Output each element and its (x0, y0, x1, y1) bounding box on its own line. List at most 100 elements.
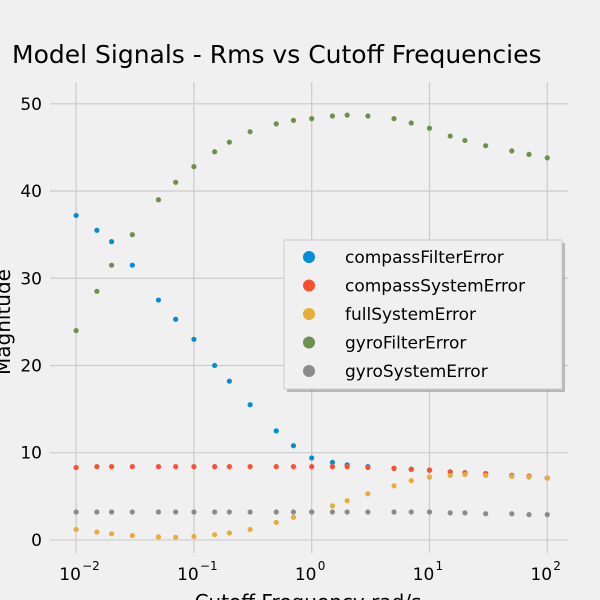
data-point (329, 509, 336, 515)
x-tick-exponent: −2 (82, 559, 100, 573)
data-point (509, 511, 515, 517)
legend-label: fullSystemError (345, 305, 476, 325)
data-point (309, 116, 315, 122)
data-point (273, 428, 279, 434)
x-tick-label: 10 (413, 565, 435, 585)
data-point (483, 143, 489, 149)
data-point (94, 464, 100, 470)
series-gyroSystemError (73, 509, 550, 518)
data-point (329, 113, 336, 119)
legend-marker (303, 251, 315, 263)
x-tick-exponent: 2 (553, 559, 561, 573)
data-point (191, 164, 197, 170)
data-point (226, 139, 232, 145)
data-point (483, 472, 489, 478)
data-point (290, 464, 297, 470)
data-point (73, 526, 79, 533)
data-point (426, 125, 433, 131)
series-layer (73, 112, 550, 540)
data-point (191, 336, 197, 342)
data-point (155, 297, 162, 303)
data-point (509, 473, 515, 479)
data-point (309, 455, 315, 461)
data-point (290, 117, 297, 123)
data-point (108, 239, 115, 245)
data-point (447, 472, 453, 478)
data-point (447, 133, 453, 139)
x-tick-label: 10 (177, 565, 199, 585)
data-point (94, 529, 100, 535)
y-tick-label: 10 (20, 444, 42, 464)
data-point (462, 510, 468, 516)
data-point (309, 509, 315, 515)
data-point (129, 262, 135, 268)
data-point (408, 478, 414, 484)
series-fullSystemError (73, 471, 550, 540)
data-point (247, 402, 253, 408)
data-point (191, 533, 197, 540)
data-point (155, 534, 162, 540)
y-tick-labels: 0 10 20 30 40 50 (20, 95, 42, 551)
data-point (155, 464, 162, 470)
series-gyroFilterError (73, 112, 550, 334)
data-point (290, 509, 297, 515)
data-point (329, 503, 336, 509)
data-point (329, 464, 336, 470)
data-point (273, 121, 279, 127)
legend: compassFilterError compassSystemError full… (283, 239, 565, 392)
y-axis-label: Magnitude (0, 269, 15, 375)
data-point (273, 519, 279, 526)
x-axis-label: Cutoff Frequency rad/s (195, 590, 422, 600)
legend-marker (303, 308, 315, 320)
legend-marker (303, 279, 315, 292)
data-point (173, 509, 179, 515)
data-point (212, 464, 218, 470)
chart-title: Model Signals - Rms vs Cutoff Frequencie… (12, 40, 541, 69)
data-point (108, 262, 115, 268)
data-point (509, 148, 515, 154)
data-point (447, 510, 453, 516)
legend-label: gyroFilterError (345, 334, 466, 354)
data-point (173, 316, 179, 322)
data-point (226, 530, 232, 536)
data-point (73, 509, 79, 515)
data-point (73, 464, 79, 471)
data-point (344, 498, 350, 504)
data-point (247, 129, 253, 135)
data-point (290, 443, 297, 449)
data-point (108, 509, 115, 515)
data-point (365, 113, 371, 119)
data-point (329, 459, 336, 465)
legend-marker (303, 365, 315, 377)
data-point (391, 483, 397, 489)
y-tick-label: 40 (20, 182, 42, 202)
data-point (544, 155, 550, 161)
data-point (129, 532, 135, 539)
legend-box (283, 239, 563, 390)
x-tick-exponent: 1 (435, 559, 443, 573)
data-point (365, 509, 371, 515)
data-point (173, 534, 179, 540)
data-point (173, 179, 179, 185)
data-point (94, 509, 100, 515)
data-point (526, 474, 532, 480)
data-point (73, 327, 79, 334)
data-point (191, 464, 197, 470)
data-point (391, 116, 397, 122)
data-point (483, 511, 489, 517)
data-point (226, 509, 232, 515)
y-tick-label: 50 (20, 95, 42, 115)
data-point (426, 474, 433, 480)
data-point (544, 512, 550, 518)
legend-label: gyroSystemError (345, 362, 488, 382)
data-point (247, 526, 253, 533)
data-point (344, 509, 350, 515)
data-point (155, 509, 162, 515)
data-point (365, 491, 371, 497)
data-point (247, 464, 253, 470)
data-point (129, 509, 135, 515)
data-point (73, 212, 79, 219)
data-point (391, 509, 397, 515)
data-point (212, 149, 218, 155)
data-point (526, 151, 532, 157)
